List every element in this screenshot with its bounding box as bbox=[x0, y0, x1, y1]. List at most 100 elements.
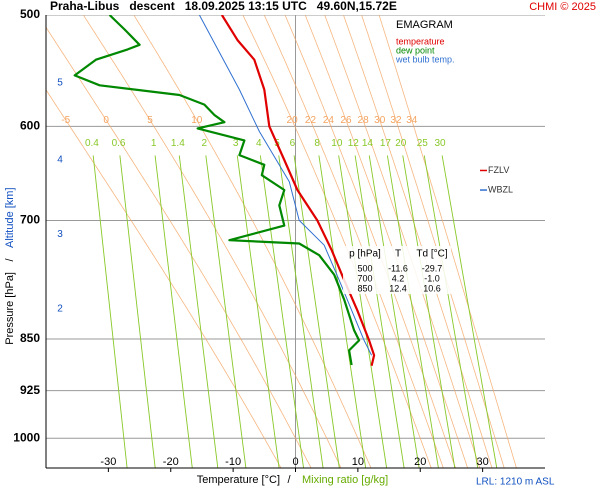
y-label: Pressure [hPa] bbox=[4, 272, 16, 345]
moist-adiabat bbox=[46, 89, 282, 468]
mixing-ratio-line bbox=[368, 155, 420, 468]
mixing-ratio-line bbox=[178, 155, 219, 468]
mixing-ratio-label: 0.6 bbox=[112, 138, 126, 149]
mixing-ratio-line bbox=[386, 155, 439, 468]
table-cell: -11.6 bbox=[388, 263, 408, 273]
mixing-ratio-label: 8 bbox=[314, 138, 320, 149]
mixing-ratio-line bbox=[338, 155, 388, 468]
table-cell: 10.6 bbox=[423, 283, 441, 293]
table-cell: 500 bbox=[357, 263, 372, 273]
y-tick-label: 500 bbox=[20, 7, 40, 21]
altitude-tick-label: 5 bbox=[57, 78, 63, 89]
table-header: T bbox=[395, 249, 401, 260]
table-cell: 4.2 bbox=[392, 273, 405, 283]
moist-adiabat bbox=[133, 15, 372, 468]
mixing-ratio-label: 20 bbox=[395, 138, 407, 149]
altitude-tick-label: 4 bbox=[57, 155, 63, 166]
mixing-ratio-line bbox=[293, 155, 340, 468]
mixing-ratio-label: 10 bbox=[331, 138, 343, 149]
moist-adiabat-label: -5 bbox=[61, 115, 70, 126]
mixing-ratio-line bbox=[278, 155, 324, 468]
y-label-separator: / bbox=[4, 258, 16, 262]
table-cell: 850 bbox=[357, 283, 372, 293]
mixing-ratio-label: 14 bbox=[362, 138, 374, 149]
x-tick-label: 30 bbox=[477, 456, 489, 468]
table-cell: 12.4 bbox=[389, 283, 407, 293]
x-tick-label: -20 bbox=[163, 456, 179, 468]
moist-adiabat bbox=[83, 15, 342, 468]
level-label: WBZL bbox=[488, 184, 513, 194]
mixing-ratio-label: 0.4 bbox=[85, 138, 99, 149]
x-tick-label: -30 bbox=[100, 456, 116, 468]
mixing-ratio-line bbox=[236, 155, 280, 468]
x-tick-label: -10 bbox=[225, 456, 241, 468]
mixing-ratio-line bbox=[441, 155, 498, 468]
table-cell: -1.0 bbox=[424, 273, 440, 283]
mixing-ratio-line bbox=[354, 155, 405, 468]
footnote: LRL: 1210 m ASL bbox=[476, 477, 555, 488]
moist-adiabat-label: 20 bbox=[287, 115, 299, 126]
mixing-ratio-line bbox=[119, 155, 156, 468]
mixing-ratio-line bbox=[259, 155, 305, 468]
legend-title: EMAGRAM bbox=[396, 19, 453, 31]
grid-layer: -5 0 5 10 20 22 24 26 28 30 32 340.4 0.6 1 1.4 2 3 4 5 6 8 10… bbox=[46, 15, 545, 468]
mixing-ratio-line bbox=[92, 155, 128, 468]
x-tick-label: 0 bbox=[292, 456, 298, 468]
moist-adiabat-label: 30 bbox=[374, 115, 386, 126]
x-label: Temperature [°C] bbox=[197, 474, 280, 486]
data-table: p [hPa] T Td [°C] 500 -11.6 -29.7 700 4.2 -1.0 85… bbox=[343, 246, 451, 294]
moist-adiabat bbox=[46, 26, 312, 468]
mixing-ratio-label: 12 bbox=[348, 138, 360, 149]
moist-adiabat bbox=[378, 15, 517, 468]
y-tick-label: 1000 bbox=[13, 430, 40, 444]
moist-adiabat-label: 32 bbox=[390, 115, 402, 126]
mixing-ratio-label: 6 bbox=[290, 138, 296, 149]
y2-label: Altitude [km] bbox=[4, 187, 16, 248]
table-cell: 700 bbox=[357, 273, 372, 283]
altitude-tick-label: 3 bbox=[57, 229, 63, 240]
mixing-ratio-line bbox=[318, 155, 367, 468]
mixing-ratio-line bbox=[154, 155, 193, 468]
moist-adiabat-label: 26 bbox=[340, 115, 352, 126]
moist-adiabat-label: 28 bbox=[358, 115, 370, 126]
legend-label: wet bulb temp. bbox=[395, 54, 455, 64]
moist-adiabat-label: 22 bbox=[305, 115, 317, 126]
profile-layer bbox=[73, 15, 376, 366]
table-header: Td [°C] bbox=[416, 249, 447, 260]
mixing-ratio-line bbox=[423, 155, 479, 468]
table-cell: -29.7 bbox=[422, 263, 443, 273]
mixing-ratio-label: 4 bbox=[256, 138, 262, 149]
mixing-ratio-label: 30 bbox=[435, 138, 447, 149]
y-tick-label: 700 bbox=[20, 213, 40, 227]
table-background bbox=[343, 246, 451, 294]
moist-adiabat-label: 5 bbox=[147, 115, 153, 126]
mixing-ratio-label: 1 bbox=[151, 138, 157, 149]
level-label: FZLV bbox=[488, 165, 509, 175]
moist-adiabat-label: 0 bbox=[103, 115, 109, 126]
mixing-ratio-label: 17 bbox=[380, 138, 392, 149]
x-label-2: Mixing ratio [g/kg] bbox=[302, 474, 388, 486]
legend-label: dew point bbox=[396, 45, 435, 55]
legend-label: temperature bbox=[396, 36, 445, 46]
moist-adiabat-label: 34 bbox=[406, 115, 418, 126]
mixing-ratio-label: 25 bbox=[417, 138, 429, 149]
title: Praha-Libus descent 18.09.2025 13:15 UTC… bbox=[50, 0, 397, 13]
y-tick-label: 600 bbox=[20, 118, 40, 132]
mixing-ratio-label: 2 bbox=[202, 138, 208, 149]
mixing-ratio-line bbox=[205, 155, 247, 468]
moist-adiabat-label: 10 bbox=[191, 115, 203, 126]
y-tick-label: 850 bbox=[20, 331, 40, 345]
credit: CHMI © 2025 bbox=[529, 1, 596, 13]
y-label-group: Pressure [hPa] / Altitude [km] bbox=[4, 187, 16, 344]
profile-line bbox=[220, 15, 376, 366]
y-tick-label: 925 bbox=[20, 383, 40, 397]
mixing-ratio-label: 1.4 bbox=[171, 138, 185, 149]
profile-line bbox=[73, 15, 361, 366]
x-label-separator: / bbox=[287, 474, 291, 486]
x-tick-label: 10 bbox=[352, 456, 364, 468]
x-tick-label: 20 bbox=[414, 456, 426, 468]
altitude-tick-label: 2 bbox=[57, 303, 63, 314]
mixing-ratio-line bbox=[402, 155, 456, 468]
